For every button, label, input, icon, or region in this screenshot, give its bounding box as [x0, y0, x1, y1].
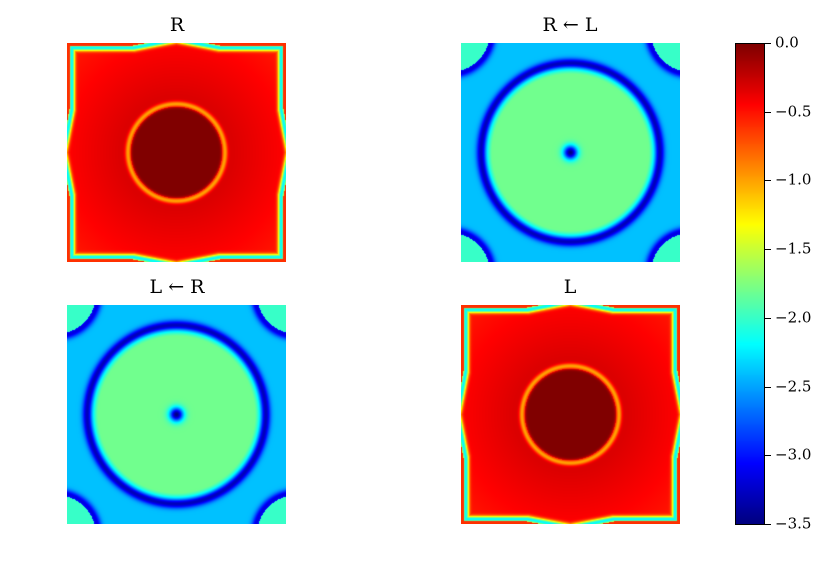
colorbar-tick-label: −3.0 [775, 445, 812, 464]
heatmap-canvas-l-from-r [67, 305, 286, 524]
colorbar-tick [765, 180, 771, 182]
colorbar-tick-label: −1.5 [775, 239, 812, 258]
colorbar-tick [765, 111, 771, 113]
colorbar-tick-label: −3.5 [775, 514, 812, 533]
colorbar [735, 43, 765, 525]
heatmap-r [67, 43, 286, 262]
colorbar-tick-label: 0.0 [775, 33, 799, 52]
panel-title-r-from-l: R ← L [542, 14, 598, 36]
panel-title-l: L [563, 276, 577, 298]
panel-title-r: R [169, 14, 185, 36]
colorbar-tick [765, 524, 771, 525]
colorbar-tick [765, 249, 771, 251]
heatmap-canvas-r [67, 43, 286, 262]
heatmap-canvas-l [461, 305, 680, 524]
heatmap-r-from-l [461, 43, 680, 262]
colorbar-gradient [735, 43, 765, 525]
heatmap-canvas-r-from-l [461, 43, 680, 262]
colorbar-tick [765, 43, 771, 44]
colorbar-tick [765, 317, 771, 319]
heatmap-l-from-r [67, 305, 286, 524]
colorbar-tick-label: −0.5 [775, 102, 812, 121]
colorbar-tick [765, 455, 771, 457]
colorbar-tick-label: −2.5 [775, 377, 812, 396]
panel-title-l-from-r: L ← R [149, 276, 205, 298]
heatmap-l [461, 305, 680, 524]
colorbar-tick-label: −1.0 [775, 170, 812, 189]
colorbar-tick-label: −2.0 [775, 308, 812, 327]
colorbar-tick [765, 386, 771, 388]
